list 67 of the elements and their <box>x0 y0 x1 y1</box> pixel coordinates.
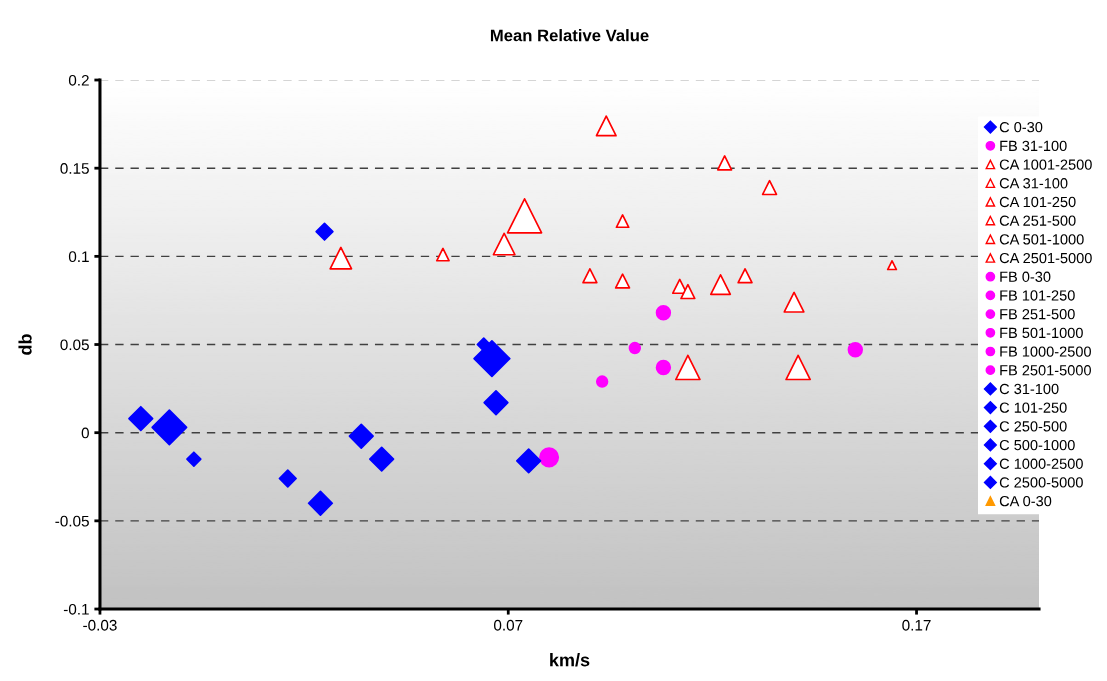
point <box>655 305 672 321</box>
point <box>539 447 560 468</box>
point <box>674 354 701 381</box>
y-tick-label: 0.05 <box>60 339 89 351</box>
point <box>655 359 672 376</box>
legend-label: C 1000-2500 <box>999 458 1083 469</box>
point <box>680 283 696 300</box>
legend-label: FB 251-500 <box>1000 309 1075 320</box>
point <box>709 273 732 296</box>
legend-label: C 101-250 <box>999 402 1067 413</box>
point <box>761 179 778 196</box>
legend-label: CA 251-500 <box>999 215 1076 226</box>
y-axis-title: db <box>18 334 32 355</box>
legend-label: FB 0-30 <box>1000 271 1051 282</box>
point <box>595 375 609 388</box>
y-tick-label: -0.05 <box>55 515 89 527</box>
y-tick-label: -0.1 <box>63 603 89 615</box>
legend-label: FB 501-1000 <box>1000 327 1083 339</box>
legend-label: C 2500-5000 <box>999 477 1083 488</box>
point <box>329 246 353 270</box>
point <box>128 405 154 432</box>
legend-label: CA 2501-5000 <box>999 252 1092 264</box>
point <box>847 342 864 358</box>
point <box>615 214 630 229</box>
y-tick-label: 0 <box>81 427 89 439</box>
point <box>783 291 805 313</box>
legend-label: CA 31-100 <box>999 178 1068 189</box>
point <box>369 446 395 472</box>
point <box>628 341 642 355</box>
x-axis-title: km/s <box>550 653 590 667</box>
legend-label: CA 501-1000 <box>999 234 1084 245</box>
point <box>515 448 542 474</box>
point <box>348 423 374 449</box>
point <box>315 222 334 241</box>
point <box>595 115 617 137</box>
point <box>307 490 334 516</box>
y-tick-label: 0.2 <box>68 74 89 86</box>
legend-label: CA 0-30 <box>999 496 1052 507</box>
legend-label: CA 1001-2500 <box>999 159 1092 170</box>
x-tick-label: 0.07 <box>493 619 523 631</box>
legend-label: FB 101-250 <box>1000 290 1075 301</box>
point <box>186 451 202 467</box>
point <box>716 155 733 171</box>
x-tick-label: 0.17 <box>902 619 931 631</box>
point <box>435 247 450 262</box>
legend-label: CA 101-250 <box>999 196 1076 208</box>
point <box>506 197 543 234</box>
legend-label: C 250-500 <box>999 421 1067 432</box>
point <box>785 354 812 381</box>
legend-label: C 500-1000 <box>999 439 1075 451</box>
chart-title: Mean Relative Value <box>490 29 649 42</box>
legend-label: FB 1000-2500 <box>1000 346 1091 357</box>
y-tick-label: 0.1 <box>68 251 89 263</box>
point <box>483 390 509 416</box>
x-tick-label: -0.03 <box>83 619 117 631</box>
point <box>614 273 631 289</box>
y-tick-label: 0.15 <box>60 163 89 174</box>
point <box>582 268 598 284</box>
point <box>737 268 753 284</box>
point <box>278 469 297 488</box>
point <box>473 339 511 378</box>
legend-label: C 31-100 <box>999 383 1059 395</box>
legend-label: FB 2501-5000 <box>1000 365 1091 376</box>
point <box>151 409 188 446</box>
point <box>492 232 516 256</box>
legend-label: C 0-30 <box>999 122 1043 133</box>
legend-label: FB 31-100 <box>1000 140 1067 152</box>
